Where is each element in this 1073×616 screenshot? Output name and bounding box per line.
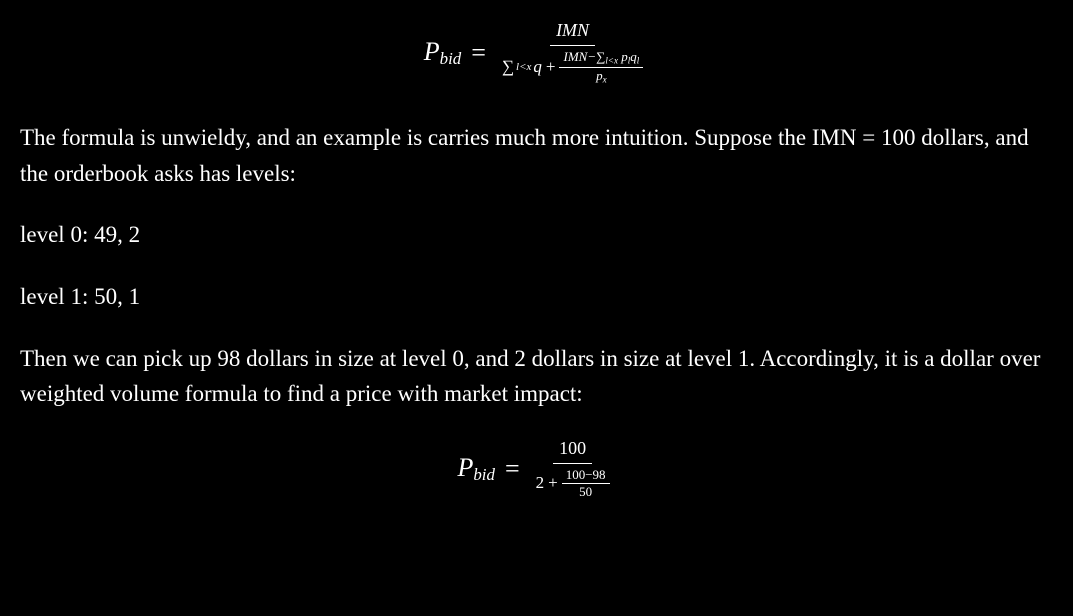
sigma-icon: ∑ bbox=[502, 58, 514, 77]
formula2-denominator: 2 + 100−98 50 bbox=[530, 464, 616, 501]
sub-l2: l bbox=[637, 55, 640, 65]
formula2-fraction: 100 2 + 100−98 50 bbox=[530, 438, 616, 500]
plus-sign: + bbox=[544, 58, 558, 77]
plus-sign-2: + bbox=[546, 474, 560, 493]
formula2-lhs: Pbid bbox=[457, 453, 494, 485]
paragraph-explanation: Then we can pick up 98 dollars in size a… bbox=[20, 341, 1053, 412]
equals-sign: = bbox=[471, 38, 486, 68]
sub-bid: bid bbox=[440, 49, 462, 68]
formula1-inner-den: px bbox=[592, 68, 611, 85]
var-P: P bbox=[424, 37, 440, 66]
sigma-sub: l<x bbox=[516, 61, 531, 73]
formula2-inner-num: 100−98 bbox=[562, 468, 610, 484]
inner-IMN: IMN bbox=[563, 49, 587, 64]
formula1-fraction: IMN ∑l<x q + IMN−∑l<x plql px bbox=[496, 20, 649, 86]
formula2-inner-fraction: 100−98 50 bbox=[562, 468, 610, 500]
sub-x: x bbox=[603, 74, 607, 84]
equals-sign-2: = bbox=[505, 454, 520, 484]
den-2: 2 bbox=[536, 474, 545, 493]
var-q: q bbox=[533, 58, 542, 77]
formula-pbid-example: Pbid = 100 2 + 100−98 50 bbox=[20, 438, 1053, 500]
minus-sign: − bbox=[587, 49, 596, 64]
document-page: Pbid = IMN ∑l<x q + IMN−∑l<x plql bbox=[0, 0, 1073, 616]
formula2-numerator: 100 bbox=[553, 438, 592, 464]
paragraph-intro: The formula is unwieldy, and an example … bbox=[20, 120, 1053, 191]
level-1-text: level 1: 50, 1 bbox=[20, 279, 1053, 315]
sigma-sub: l<x bbox=[605, 55, 618, 65]
formula1-lhs: Pbid bbox=[424, 37, 461, 69]
level-0-text: level 0: 49, 2 bbox=[20, 217, 1053, 253]
formula-pbid-general: Pbid = IMN ∑l<x q + IMN−∑l<x plql bbox=[20, 20, 1053, 86]
formula1-inner-fraction: IMN−∑l<x plql px bbox=[559, 50, 643, 85]
var-P2: P bbox=[457, 453, 473, 482]
formula2-inner-den: 50 bbox=[575, 484, 596, 499]
formula1-numerator: IMN bbox=[550, 20, 595, 46]
sigma-icon: ∑ bbox=[596, 49, 605, 64]
sub-bid2: bid bbox=[473, 465, 495, 484]
formula1-denominator: ∑l<x q + IMN−∑l<x plql px bbox=[496, 46, 649, 86]
formula1-inner-num: IMN−∑l<x plql bbox=[559, 50, 643, 68]
